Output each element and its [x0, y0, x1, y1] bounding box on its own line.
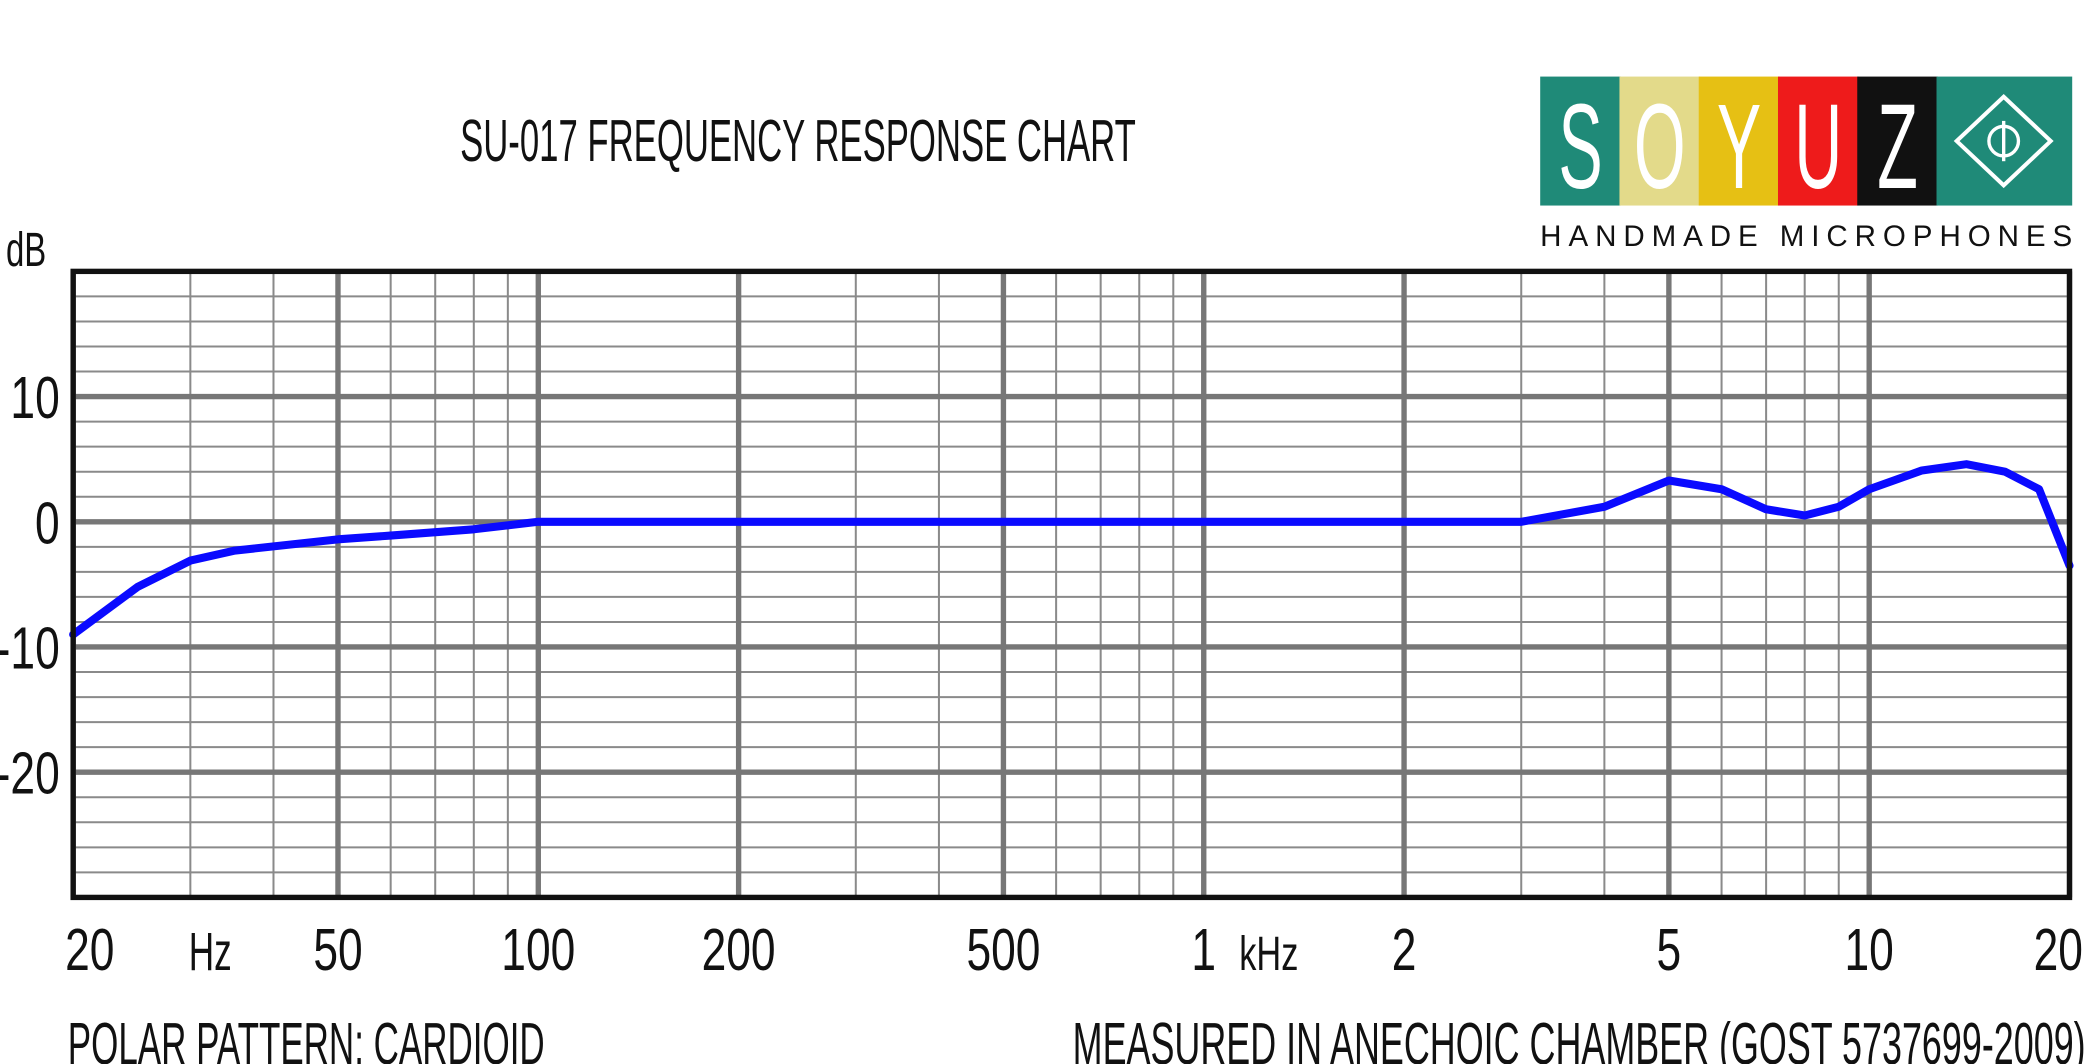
- hz-label: Hz: [189, 922, 232, 982]
- y-tick-label: 0: [35, 491, 60, 557]
- x-tick-label: 5: [1657, 918, 1682, 984]
- x-tick-label: 100: [501, 918, 575, 984]
- logo-letter: O: [1634, 79, 1686, 214]
- plot: [69, 460, 2074, 639]
- x-tick-label: 20: [65, 918, 114, 984]
- y-axis-label: dB: [6, 223, 46, 277]
- logo-emblem: [1953, 93, 2054, 189]
- x-tick-label: 200: [702, 918, 776, 984]
- x-tick-label: 500: [966, 918, 1040, 984]
- logo-letter: Z: [1877, 79, 1918, 214]
- y-tick-label: -10: [0, 616, 60, 682]
- plot-border: [70, 268, 2073, 901]
- logo-box: [1857, 76, 1938, 206]
- logo-letter: U: [1794, 79, 1842, 214]
- x-tick-label: 20: [2034, 918, 2083, 984]
- chart-title: SU-017 FREQUENCY RESPONSE CHART: [460, 107, 1136, 174]
- logo-box: [1777, 76, 1859, 206]
- response-line: [69, 460, 2074, 639]
- khz-label: kHz: [1239, 927, 1298, 981]
- x-tick-label: 1: [1191, 918, 1216, 984]
- x-tick-label: 50: [313, 918, 362, 984]
- logo-box: [1540, 76, 1621, 206]
- logo-box: [1698, 76, 1780, 206]
- footer-right: MEASURED IN ANECHOIC CHAMBER (GOST 57376…: [1073, 1010, 2086, 1064]
- y-tick-label: 10: [10, 366, 59, 432]
- x-tick-label: 2: [1392, 918, 1417, 984]
- logo-letter: Y: [1717, 79, 1761, 214]
- x-tick-label: 10: [1845, 918, 1894, 984]
- logo-box: [1619, 76, 1701, 206]
- logo-letter: S: [1558, 79, 1602, 214]
- y-tick-label: -20: [0, 742, 60, 808]
- footer-left: POLAR PATTERN: CARDIOID: [68, 1010, 545, 1064]
